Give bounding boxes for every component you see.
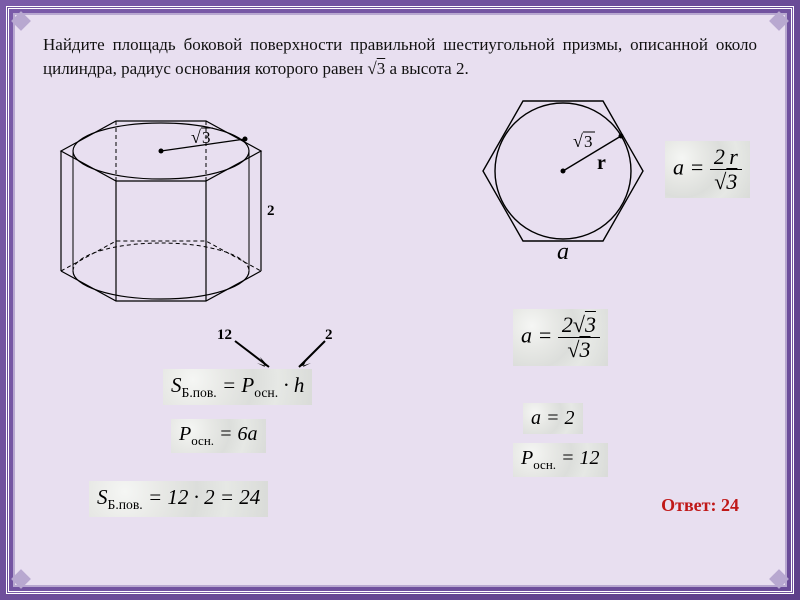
prism-height-label: 2 xyxy=(267,203,275,220)
svg-text:3: 3 xyxy=(202,128,211,147)
formula-p-def: Pосн. = 6a xyxy=(171,419,266,453)
svg-text:√: √ xyxy=(191,127,201,147)
problem-text-2: а высота 2. xyxy=(385,59,469,78)
formula-a-final: a = 2 xyxy=(523,403,583,434)
problem-radius: √3 xyxy=(367,59,385,78)
corner-ornament xyxy=(769,11,789,31)
formula-p-final: Pосн. = 12 xyxy=(513,443,608,477)
problem-statement: Найдите площадь боковой поверхности прав… xyxy=(43,33,757,81)
answer-label: Ответ: xyxy=(661,495,721,515)
formula-a-from-r: a = 2 r√3 xyxy=(665,141,750,198)
corner-ornament xyxy=(11,11,31,31)
svg-text:3: 3 xyxy=(584,132,593,151)
formula-s-final: SБ.пов. = 12 · 2 = 24 xyxy=(89,481,268,517)
annot-two: 2 xyxy=(325,327,333,344)
formula-a-value: a = 2√3√3 xyxy=(513,309,608,366)
arrow-annotations: 12 2 xyxy=(213,333,363,373)
formula-s-def: SБ.пов. = Pосн. · h xyxy=(163,369,312,405)
answer-value: 24 xyxy=(721,495,739,515)
answer: Ответ: 24 xyxy=(661,495,739,516)
annot-twelve: 12 xyxy=(217,327,232,344)
diagram-stage: √ 3 2 √ 3 xyxy=(43,81,757,541)
corner-ornament xyxy=(769,569,789,589)
corner-ornament xyxy=(11,569,31,589)
svg-text:r: r xyxy=(597,152,606,174)
svg-text:√: √ xyxy=(573,131,583,151)
page: Найдите площадь боковой поверхности прав… xyxy=(13,13,787,587)
mid-frame: Найдите площадь боковой поверхности прав… xyxy=(6,6,794,594)
hexagon-diagram: √ 3 r a xyxy=(473,91,653,261)
svg-text:a: a xyxy=(557,239,569,261)
prism-diagram: √ 3 2 xyxy=(31,91,311,311)
outer-frame: Найдите площадь боковой поверхности прав… xyxy=(0,0,800,600)
